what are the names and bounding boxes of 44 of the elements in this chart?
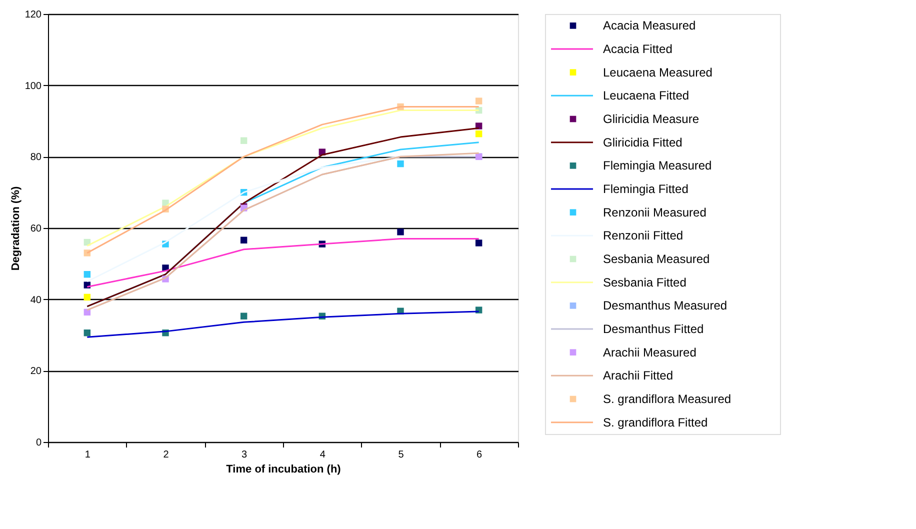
y-tick-label: 60 — [30, 224, 42, 234]
y-tick-label: 120 — [24, 10, 42, 20]
point — [475, 240, 482, 246]
legend-label: Leucaena Measured — [603, 65, 712, 80]
legend-label: Acacia Measured — [603, 18, 696, 33]
legend-label: Flemingia Measured — [603, 158, 712, 173]
legend-label: Arachii Fitted — [603, 368, 674, 383]
legend-label: Desmanthus Fitted — [603, 322, 704, 336]
point — [84, 294, 91, 301]
legend-label: Acacia Fitted — [603, 42, 672, 56]
legend-label: Arachii Measured — [603, 345, 696, 360]
point — [240, 236, 248, 244]
y-tick-label: 20 — [30, 366, 42, 378]
point — [84, 330, 91, 336]
point — [397, 160, 404, 168]
point — [84, 271, 91, 278]
x-tick-label: 6 — [476, 450, 483, 460]
legend-label: Desmanthus Measured — [603, 298, 728, 313]
y-tick-label: 100 — [24, 80, 42, 92]
x-tick-label: 5 — [398, 450, 404, 460]
x-tick-label: 4 — [320, 450, 326, 460]
y-tick-label: 0 — [36, 438, 42, 448]
y-tick-label: 40 — [30, 294, 42, 306]
x-tick-label: 1 — [84, 450, 91, 460]
legend-label: S. grandiflora Fitted — [603, 415, 708, 430]
y-axis-title: Degradation (%) — [10, 186, 22, 271]
legend-label: Sesbania Fitted — [603, 275, 686, 290]
legend-label: Renzonii Measured — [603, 205, 706, 220]
x-tick-label: 3 — [242, 450, 248, 460]
legend-label: Gliricidia Measure — [603, 112, 700, 126]
point — [397, 228, 404, 236]
legend-label: Leucaena Fitted — [603, 88, 690, 103]
legend-label: Sesbania Measured — [603, 252, 710, 266]
point — [240, 137, 248, 144]
legend-label: Gliricidia Fitted — [603, 135, 682, 150]
point — [475, 98, 482, 104]
x-axis-title: Time of incubation (h) — [226, 464, 342, 476]
y-tick-label: 80 — [30, 152, 42, 164]
x-tick-label: 2 — [163, 450, 170, 460]
point — [475, 130, 482, 138]
legend-label: Flemingia Fitted — [603, 182, 688, 196]
legend-label: Renzonii Fitted — [603, 228, 684, 243]
legend-label: S. grandiflora Measured — [603, 392, 732, 406]
point — [240, 312, 248, 320]
